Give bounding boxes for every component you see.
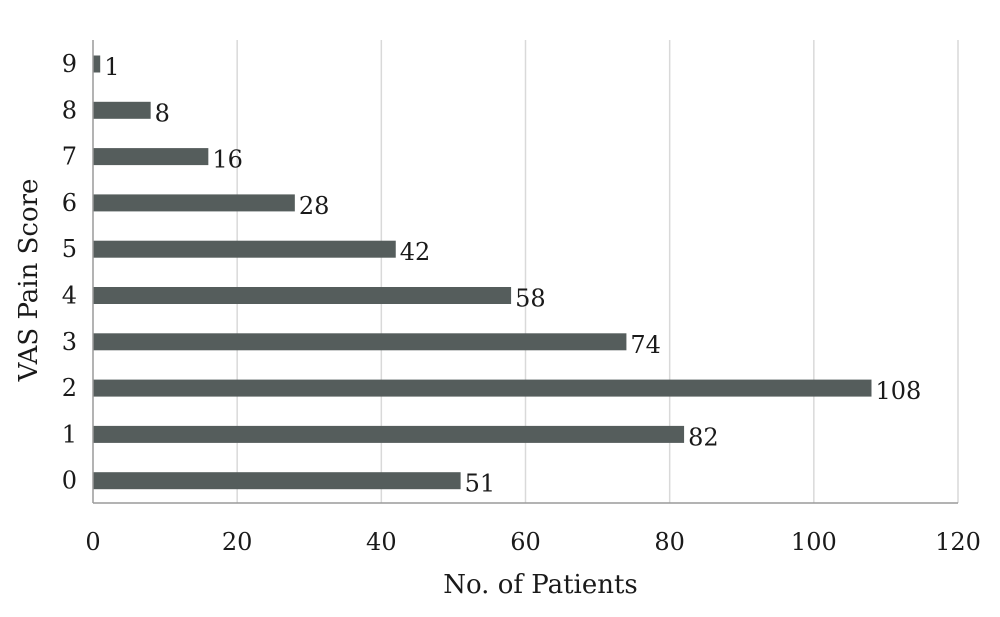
bar-7 xyxy=(93,148,209,166)
data-label-3: 74 xyxy=(630,331,661,359)
y-axis-title: VAS Pain Score xyxy=(14,179,44,383)
y-tick-label: 1 xyxy=(62,420,77,448)
y-tick-label: 0 xyxy=(62,467,77,495)
x-tick-label: 0 xyxy=(85,528,100,556)
data-label-4: 58 xyxy=(515,285,546,313)
x-axis-title: No. of Patients xyxy=(443,570,638,600)
bar-4 xyxy=(93,287,512,304)
y-tick-label: 9 xyxy=(62,50,77,78)
bar-9 xyxy=(93,55,101,73)
bar-2 xyxy=(93,379,872,397)
x-tick-label: 60 xyxy=(510,528,541,556)
data-label-7: 16 xyxy=(212,146,243,174)
data-labels: 51 82 108 74 58 42 28 16 8 1 xyxy=(104,53,921,498)
x-tick-label: 100 xyxy=(791,528,837,556)
data-label-0: 51 xyxy=(465,470,496,498)
gridlines xyxy=(236,40,959,503)
y-tick-label: 4 xyxy=(62,282,77,310)
y-tick-label: 7 xyxy=(62,143,77,171)
x-tick-label: 40 xyxy=(366,528,397,556)
y-tick-labels: 0 1 2 3 4 5 6 7 8 9 xyxy=(62,50,77,495)
data-label-1: 82 xyxy=(688,423,719,451)
x-tick-label: 80 xyxy=(654,528,685,556)
data-label-8: 8 xyxy=(155,99,170,127)
x-tick-label: 20 xyxy=(222,528,253,556)
data-label-2: 108 xyxy=(876,377,922,405)
bar-1 xyxy=(93,425,685,443)
y-tick-label: 6 xyxy=(62,189,77,217)
x-tick-labels: 0 20 40 60 80 100 120 xyxy=(85,528,981,556)
data-label-6: 28 xyxy=(299,192,330,220)
data-label-5: 42 xyxy=(400,238,431,266)
x-tick-label: 120 xyxy=(935,528,981,556)
y-tick-label: 8 xyxy=(62,96,77,124)
bar-3 xyxy=(93,333,627,351)
y-tick-label: 5 xyxy=(62,235,77,263)
bar-8 xyxy=(93,101,151,119)
y-tick-label: 2 xyxy=(62,374,77,402)
y-tick-label: 3 xyxy=(62,328,77,356)
bar-5 xyxy=(93,240,396,258)
bar-6 xyxy=(93,194,295,212)
bar-0 xyxy=(93,472,461,490)
bars xyxy=(93,55,872,490)
data-label-9: 1 xyxy=(104,53,119,81)
